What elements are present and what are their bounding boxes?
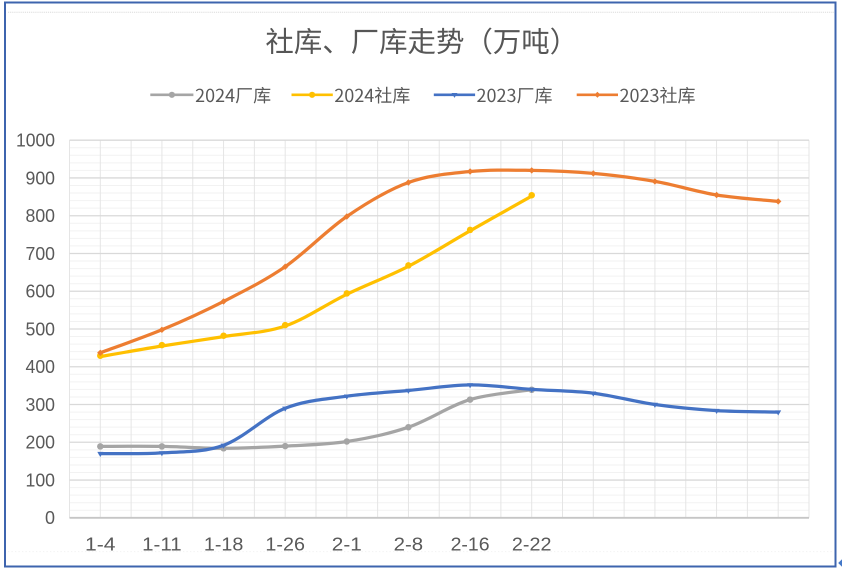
svg-text:1-26: 1-26: [265, 535, 305, 555]
svg-text:1000: 1000: [16, 131, 55, 151]
svg-text:700: 700: [26, 244, 56, 264]
svg-text:900: 900: [26, 168, 56, 188]
svg-text:2-1: 2-1: [332, 535, 362, 555]
svg-text:1-11: 1-11: [142, 535, 182, 555]
svg-text:0: 0: [45, 508, 55, 528]
svg-text:800: 800: [26, 206, 56, 226]
svg-text:1-18: 1-18: [204, 535, 244, 555]
svg-text:500: 500: [26, 319, 56, 339]
svg-text:2-22: 2-22: [512, 535, 552, 555]
svg-text:2-16: 2-16: [451, 535, 490, 555]
svg-text:1-4: 1-4: [85, 535, 116, 555]
svg-text:2-8: 2-8: [394, 535, 424, 555]
svg-text:200: 200: [26, 433, 56, 453]
svg-text:600: 600: [26, 282, 56, 302]
svg-text:100: 100: [26, 470, 56, 490]
svg-text:300: 300: [26, 395, 56, 415]
svg-text:400: 400: [26, 357, 56, 377]
